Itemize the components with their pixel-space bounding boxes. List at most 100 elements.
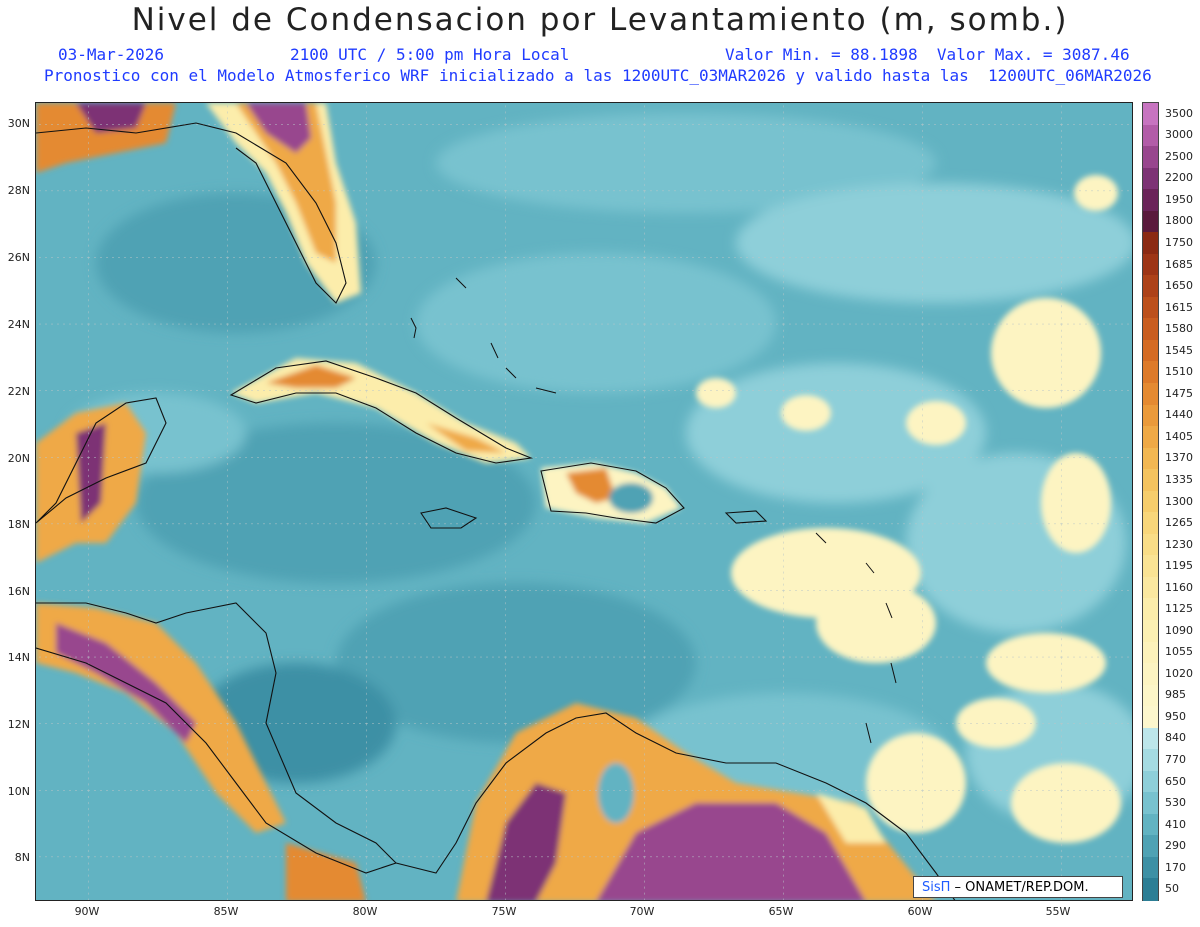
- colorbar-label: 650: [1165, 774, 1186, 788]
- lat-label: 24N: [7, 318, 30, 331]
- forecast-time: 2100 UTC / 5:00 pm Hora Local: [290, 45, 570, 64]
- lon-label: 80W: [352, 905, 378, 918]
- colorbar-segment: [1143, 124, 1158, 147]
- colorbar-segment: [1143, 856, 1158, 880]
- colorbar-segment: [1143, 813, 1158, 836]
- colorbar-label: 2500: [1165, 149, 1193, 163]
- colorbar-segment: [1143, 684, 1158, 707]
- colorbar-label: 1230: [1165, 537, 1193, 551]
- colorbar-label: 1370: [1165, 451, 1193, 465]
- lat-label: 14N: [7, 651, 30, 664]
- colorbar-label: 1265: [1165, 516, 1193, 530]
- model-description: Pronostico con el Modelo Atmosferico WRF…: [44, 66, 1152, 85]
- colorbar-segment: [1143, 210, 1158, 233]
- colorbar-segment: [1143, 576, 1158, 600]
- colorbar-segment: [1143, 727, 1158, 750]
- colorbar-segment: [1143, 770, 1158, 793]
- colorbar-label: 290: [1165, 839, 1186, 853]
- colorbar-segment: [1143, 555, 1158, 578]
- lat-label: 26N: [7, 251, 30, 264]
- colorbar-label: 1160: [1165, 580, 1193, 594]
- colorbar-label: 1125: [1165, 602, 1193, 616]
- lat-lon-grid: [36, 103, 1132, 900]
- min-max-values: Valor Min. = 88.1898 Valor Max. = 3087.4…: [725, 45, 1130, 64]
- colorbar-segment: [1143, 792, 1158, 815]
- colorbar-label: 1580: [1165, 322, 1193, 336]
- lat-label: 16N: [7, 585, 30, 598]
- lat-label: 8N: [14, 851, 30, 864]
- colorbar-label: 3500: [1165, 106, 1193, 120]
- lon-label: 85W: [213, 905, 239, 918]
- colorbar-label: 840: [1165, 731, 1186, 745]
- colorbar-label: 2200: [1165, 171, 1193, 185]
- colorbar-segment: [1143, 253, 1158, 276]
- colorbar-segment: [1143, 383, 1158, 406]
- colorbar-label: 1405: [1165, 429, 1193, 443]
- lon-label: 65W: [768, 905, 794, 918]
- colorbar-segment: [1143, 533, 1158, 556]
- colorbar-label: 1750: [1165, 236, 1193, 249]
- colorbar-label: 170: [1165, 860, 1186, 874]
- colorbar-segment: [1143, 404, 1158, 427]
- colorbar-label: 950: [1165, 709, 1186, 723]
- colorbar-label: 1475: [1165, 386, 1193, 400]
- forecast-date: 03-Mar-2026: [58, 45, 164, 64]
- colorbar-segment: [1143, 835, 1158, 858]
- lat-label: 18N: [7, 518, 30, 531]
- colorbar-segment: [1143, 146, 1158, 169]
- lat-label: 28N: [7, 184, 30, 197]
- colorbar-segment: [1143, 641, 1158, 664]
- lcl-field-map: [36, 103, 1132, 900]
- colorbar-label: 1650: [1165, 279, 1193, 293]
- colorbar-label: 1055: [1165, 645, 1193, 659]
- colorbar-label: 1685: [1165, 257, 1193, 271]
- colorbar-label: 1615: [1165, 300, 1193, 314]
- colorbar-label: 1335: [1165, 472, 1193, 486]
- credit-text: – ONAMET/REP.DOM.: [950, 880, 1089, 895]
- colorbar-label: 1440: [1165, 408, 1193, 422]
- lon-label: 55W: [1045, 905, 1071, 918]
- coastlines: [36, 122, 956, 900]
- colorbar: [1142, 102, 1159, 901]
- colorbar-segment: [1143, 706, 1158, 729]
- colorbar-segment: [1143, 296, 1158, 319]
- colorbar-label: 1950: [1165, 192, 1193, 206]
- colorbar-segment: [1143, 598, 1158, 621]
- colorbar-segment: [1143, 361, 1158, 384]
- colorbar-label: 1195: [1165, 559, 1193, 573]
- lat-label: 12N: [7, 718, 30, 731]
- colorbar-segment: [1143, 275, 1158, 298]
- colorbar-segment: [1143, 318, 1158, 341]
- lat-label: 22N: [7, 385, 30, 398]
- colorbar-segment: [1143, 447, 1158, 470]
- colorbar-segment: [1143, 512, 1158, 535]
- colorbar-label: 1510: [1165, 365, 1193, 379]
- lon-label: 70W: [629, 905, 655, 918]
- colorbar-segment: [1143, 469, 1158, 492]
- lat-label: 30N: [7, 117, 30, 130]
- colorbar-segment: [1143, 749, 1158, 772]
- colorbar-segment: [1143, 426, 1158, 449]
- colorbar-segment: [1143, 339, 1158, 363]
- colorbar-label: 50: [1165, 882, 1179, 896]
- colorbar-label: 1300: [1165, 494, 1193, 508]
- small-islands: [410, 277, 897, 744]
- map-panel: [35, 102, 1133, 901]
- lat-label: 20N: [7, 452, 30, 465]
- colorbar-segment: [1143, 103, 1158, 126]
- credit-box: SisΠ – ONAMET/REP.DOM.: [913, 876, 1123, 898]
- colorbar-segment: [1143, 619, 1158, 643]
- colorbar-label: 530: [1165, 796, 1186, 810]
- colorbar-label: 1800: [1165, 214, 1193, 228]
- colorbar-segment: [1143, 663, 1158, 686]
- lat-label: 10N: [7, 785, 30, 798]
- brand-logo-text: SisΠ: [922, 880, 951, 895]
- colorbar-segment: [1143, 189, 1158, 212]
- lon-label: 75W: [491, 905, 517, 918]
- colorbar-label: 1545: [1165, 343, 1193, 357]
- colorbar-segment: [1143, 167, 1158, 190]
- colorbar-label: 770: [1165, 752, 1186, 766]
- colorbar-label: 1090: [1165, 623, 1193, 637]
- colorbar-label: 3000: [1165, 128, 1193, 142]
- colorbar-segment: [1143, 232, 1158, 255]
